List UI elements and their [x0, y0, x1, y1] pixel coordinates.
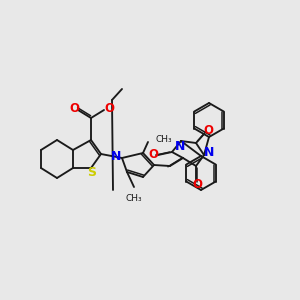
Text: CH₃: CH₃ — [155, 136, 172, 145]
Text: O: O — [192, 178, 202, 191]
Text: O: O — [148, 148, 158, 160]
Text: N: N — [111, 151, 121, 164]
Text: S: S — [88, 167, 97, 179]
Text: CH₃: CH₃ — [126, 194, 142, 203]
Text: O: O — [104, 101, 114, 115]
Text: O: O — [203, 124, 213, 137]
Text: N: N — [204, 146, 214, 160]
Text: O: O — [69, 101, 79, 115]
Text: N: N — [175, 140, 185, 152]
